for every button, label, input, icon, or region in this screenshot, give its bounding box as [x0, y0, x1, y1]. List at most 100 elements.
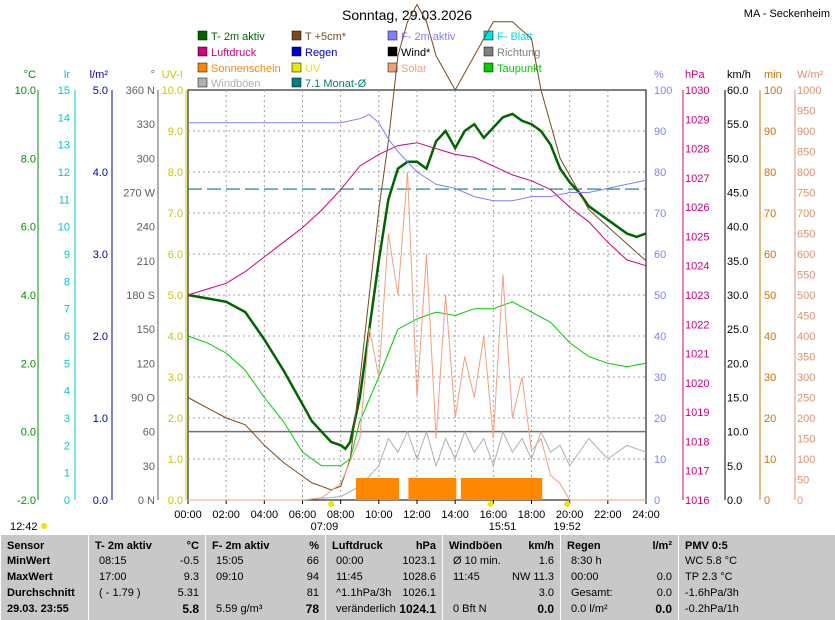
axis-tick-wm2: 950 — [797, 106, 815, 118]
axis-tick-kmh: 60.0 — [727, 85, 748, 97]
axis-tick-hpa: 1026 — [685, 202, 709, 214]
axis-tick-time: 14:00 — [441, 509, 469, 521]
axis-tick-min: 10 — [764, 454, 776, 466]
axis-tick-hum: 100 — [654, 85, 672, 97]
legend-label: Sonnenschein — [211, 63, 281, 75]
axis-tick-hum: 50 — [654, 290, 666, 302]
cell-label: 5.59 g/m³ — [216, 603, 263, 615]
table-row: Regen l/m² — [561, 539, 678, 554]
axis-tick-dir: 330 — [137, 119, 155, 131]
sunshine-bar — [527, 478, 533, 500]
axis-tick-kmh: 10.0 — [727, 427, 748, 439]
table-row: Durchschnitt — [1, 586, 88, 601]
axis-tick-wm2: 400 — [797, 331, 815, 343]
axis-tick-leaf: 3 — [64, 413, 70, 425]
chart-title: Sonntag, 29.03.2026 — [342, 7, 472, 23]
axis-tick-wm2: 700 — [797, 208, 815, 220]
sunshine-bar — [503, 478, 509, 500]
sunshine-bar — [422, 478, 428, 500]
axis-tick-wm2: 800 — [797, 167, 815, 179]
legend-label: F- 2m aktiv — [401, 31, 456, 43]
axis-tick-rain: 1.0 — [93, 413, 108, 425]
sunshine-bar — [460, 478, 466, 500]
axis-tick-wm2: 300 — [797, 372, 815, 384]
axis-tick-uv: 9.0 — [168, 126, 183, 138]
station-name: MA - Seckenheim — [744, 8, 830, 20]
axis-tick-hum: 0 — [654, 495, 660, 507]
sunshine-bar — [470, 478, 476, 500]
axis-tick-wm2: 200 — [797, 413, 815, 425]
cell-text: WC 5.8 °C — [685, 555, 738, 567]
axis-tick-wm2: 900 — [797, 126, 815, 138]
legend-swatch — [387, 62, 398, 73]
axis-tick-time: 08:00 — [327, 509, 355, 521]
axis-tick-dir: 120 — [137, 358, 155, 370]
axis-tick-leaf: 11 — [59, 194, 70, 206]
weather-chart: Sonntag, 29.03.2026 MA - Seckenheim T- 2… — [10, 3, 830, 533]
cell-label: 08:15 — [99, 555, 127, 567]
table-row: 29.03. 23:55 — [1, 602, 88, 617]
axis-tick-wm2: 150 — [797, 434, 815, 446]
sunshine-bar — [441, 478, 447, 500]
series-solar — [188, 171, 646, 501]
axis-tick-wm2: 750 — [797, 188, 815, 200]
legend-label: 7.1 Monat-Ø — [305, 78, 367, 90]
axis-tick-hpa: 1017 — [685, 466, 709, 478]
legend-label: UV — [305, 63, 321, 75]
sunshine-bar — [427, 478, 433, 500]
axes: °C10.08.06.04.02.00.0-2.0lr1514131211109… — [15, 69, 824, 521]
sunshine-bar — [384, 478, 390, 500]
axis-tick-leaf: 12 — [58, 167, 70, 179]
current-time: 12:42 — [10, 521, 38, 533]
legend-label: Luftdruck — [211, 47, 257, 59]
sunshine-bar — [394, 478, 400, 500]
sunshine-bar — [360, 478, 366, 500]
axis-tick-dir: 210 — [137, 256, 155, 268]
axis-tick-hpa: 1018 — [685, 436, 709, 448]
table-row: 00:00 0.0 — [561, 570, 678, 585]
axis-tick-uv: 0.0 — [168, 495, 183, 507]
axis-tick-hpa: 1016 — [685, 495, 709, 507]
sunshine-bar — [365, 478, 371, 500]
legend: T- 2m aktiv T +5cm* F- 2m aktiv F- Blatt Luf… — [197, 30, 542, 90]
legend-item-dir: Richtung — [483, 46, 540, 59]
table-row: 5.8 — [89, 602, 205, 617]
table-row: TP 2.3 °C — [679, 570, 795, 585]
axis-tick-uv: 2.0 — [168, 413, 183, 425]
axis-tick-min: 70 — [764, 208, 776, 220]
axis-tick-temp: -2.0 — [17, 495, 36, 507]
sunshine-bar — [417, 478, 423, 500]
table-column: Luftdruck hPa 00:00 1023.1 11:45 1028.6 ^1.1hP… — [325, 535, 442, 620]
axis-tick-time: 00:00 — [174, 509, 202, 521]
column-header: F- 2m aktiv — [212, 540, 270, 552]
cell-label: 17:00 — [99, 571, 127, 583]
legend-item-rain: Regen — [291, 46, 337, 59]
sunshine-bar — [508, 478, 514, 500]
series-t-2m-aktiv — [187, 112, 647, 451]
series-t-5cm — [187, 3, 647, 491]
legend-item-wind: Wind* — [387, 46, 431, 59]
max-sun-time: 15:51 — [489, 521, 517, 533]
cell-label: 11:45 — [453, 571, 480, 583]
table-row: 81 — [206, 586, 325, 601]
axis-tick-min: 50 — [764, 290, 776, 302]
cell-label: Ø 10 min. — [453, 555, 501, 567]
axis-tick-kmh: 45.0 — [727, 188, 748, 200]
legend-label: Wind* — [401, 47, 431, 59]
axis-tick-min: 40 — [764, 331, 776, 343]
axis-tick-hpa: 1028 — [685, 144, 709, 156]
legend-swatch — [291, 77, 302, 88]
axis-tick-temp: 4.0 — [21, 290, 36, 302]
axis-unit-kmh: km/h — [727, 69, 751, 81]
column-unit: hPa — [415, 540, 436, 552]
legend-swatch — [483, 62, 494, 73]
sunshine-bar — [413, 478, 419, 500]
axis-tick-leaf: 4 — [64, 386, 70, 398]
sunshine-bar — [432, 478, 438, 500]
row-header: Durchschnitt — [7, 587, 75, 599]
table-row: 15:05 66 — [206, 554, 325, 569]
axis-tick-hum: 40 — [654, 331, 666, 343]
axis-tick-wm2: 550 — [797, 270, 815, 282]
axis-tick-leaf: 6 — [64, 331, 70, 343]
cell-label: 09:10 — [216, 571, 244, 583]
